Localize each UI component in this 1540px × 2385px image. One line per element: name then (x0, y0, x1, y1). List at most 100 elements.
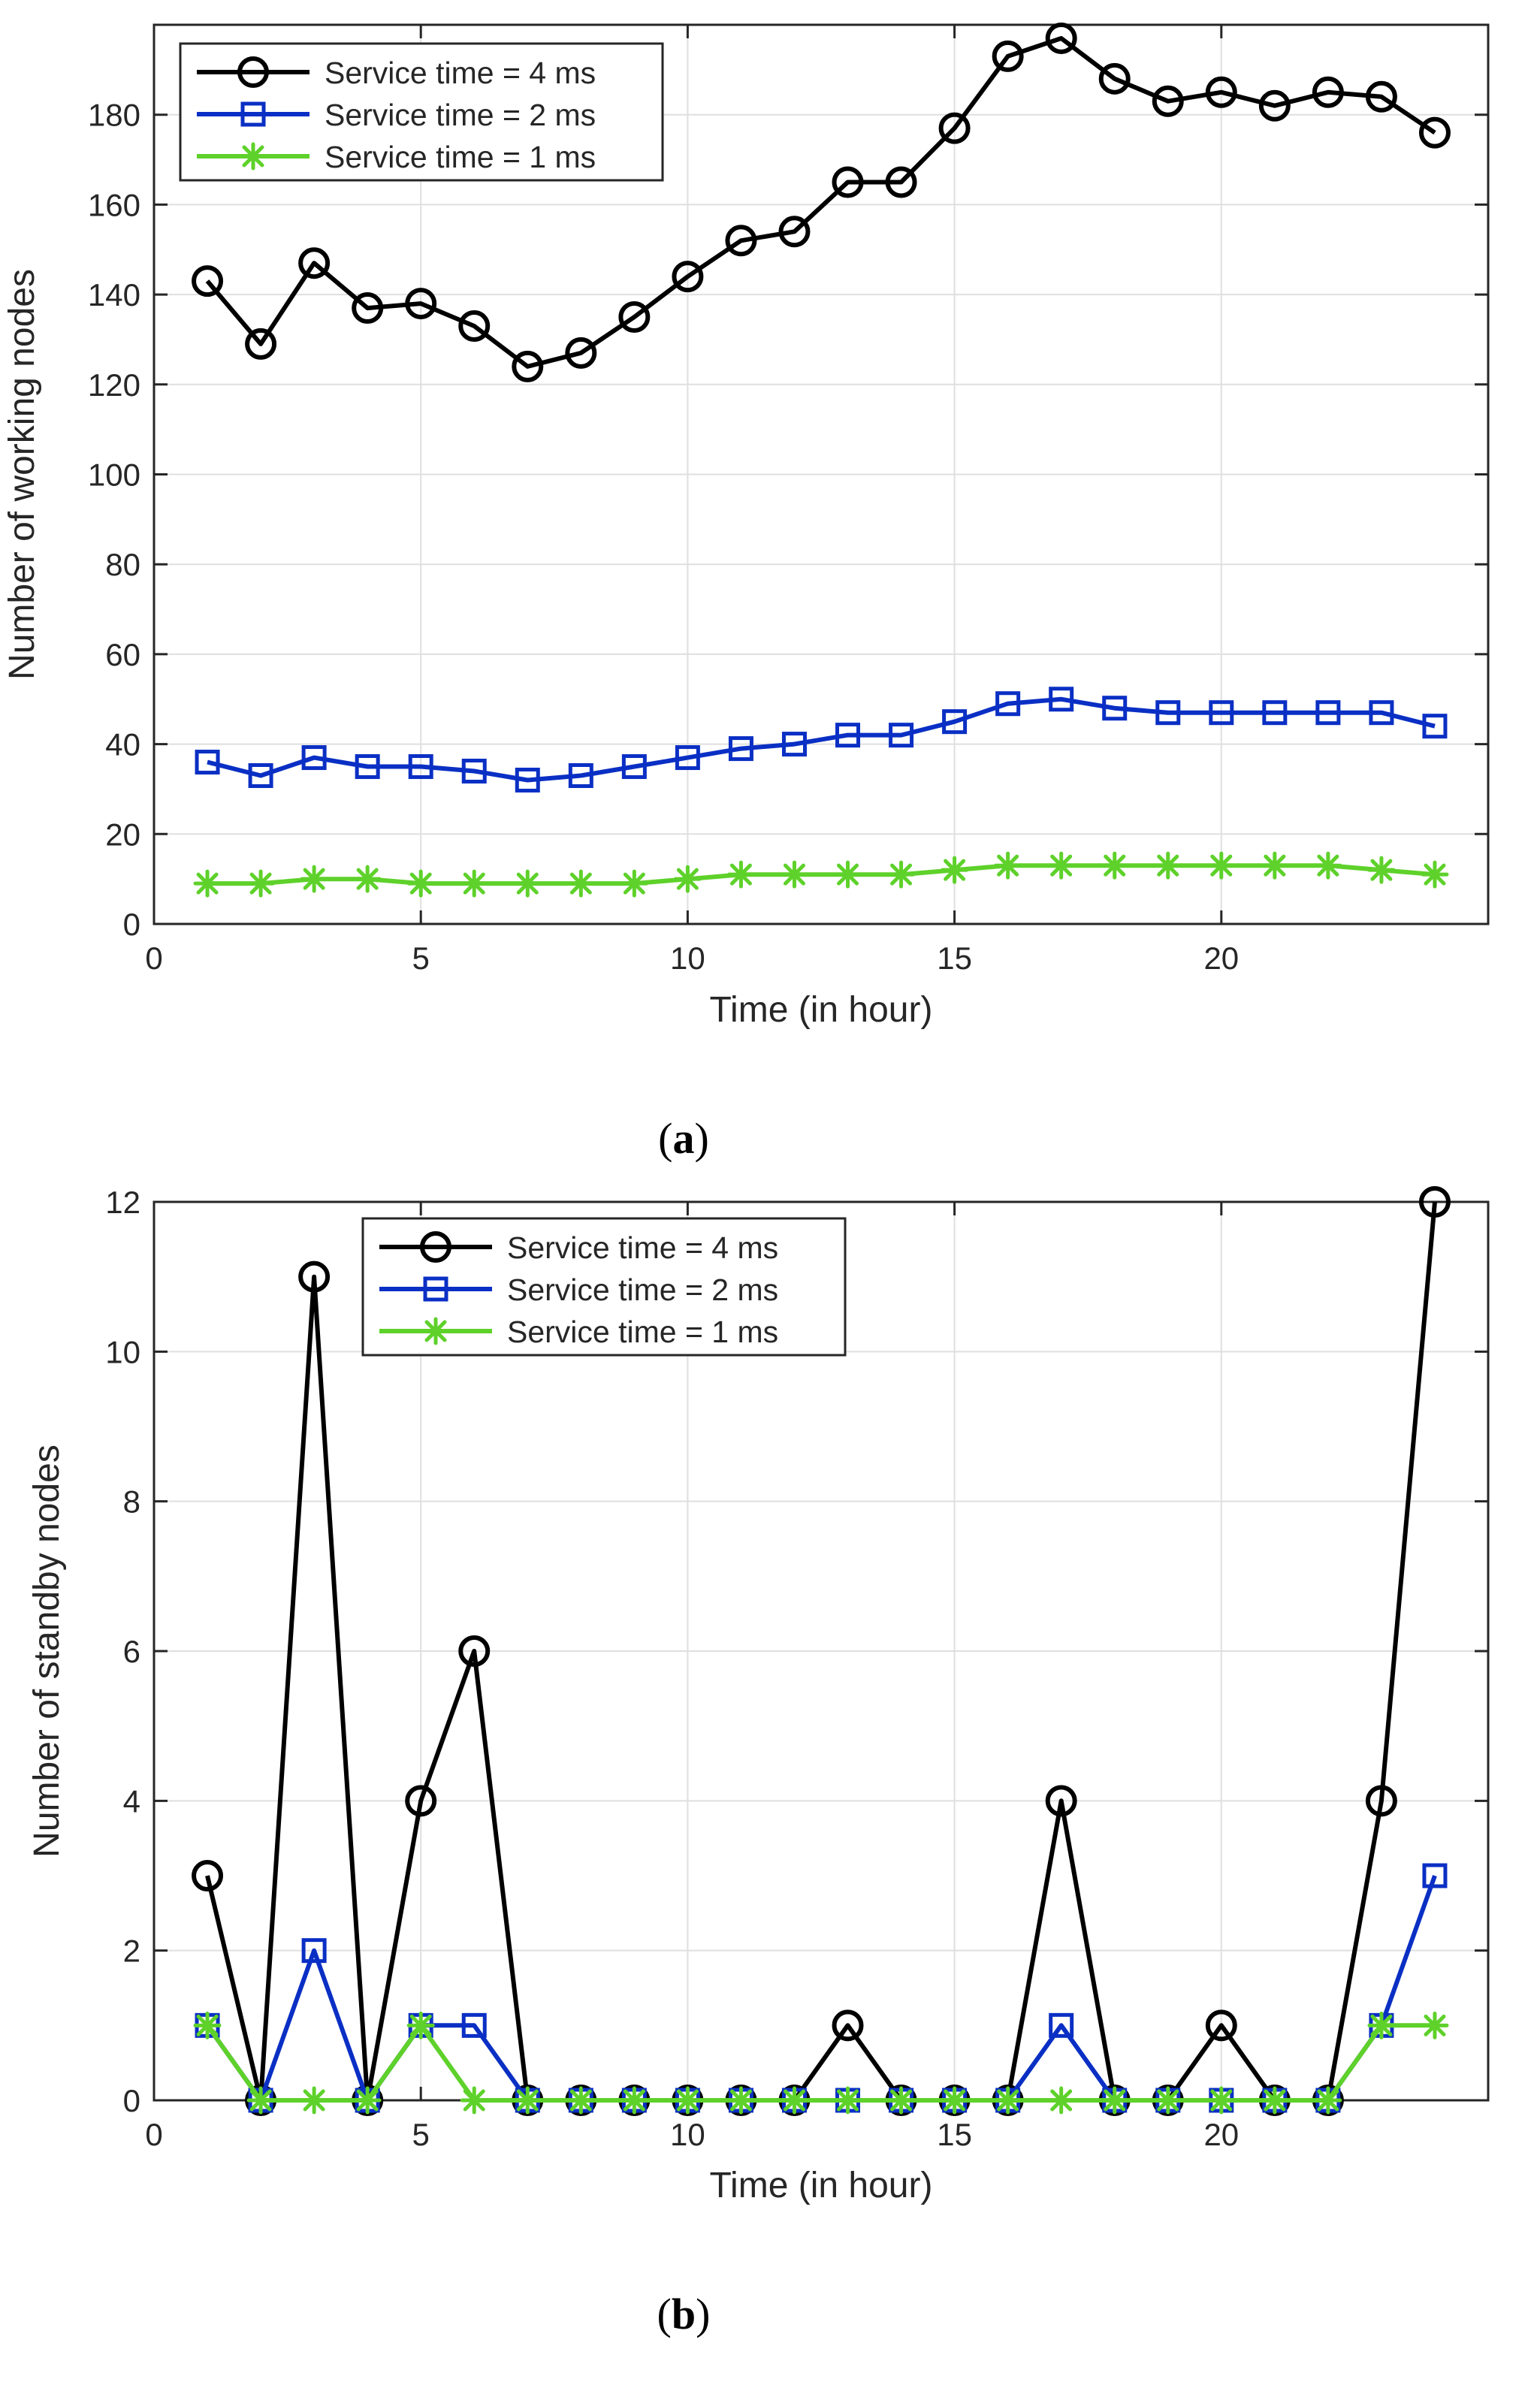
chart-panel-b: 0 5 10 15 20 0 2 4 6 8 10 12 Time (in hour) Number of… (27, 1185, 1490, 2338)
data-point (1207, 851, 1236, 880)
data-point (300, 2086, 328, 2115)
data-point (1261, 2086, 1289, 2115)
data-point (298, 247, 331, 279)
data-point (887, 860, 916, 889)
y-tick-label: 140 (88, 277, 140, 312)
y-axis-label: Number of standby nodes (27, 1445, 67, 1858)
data-point (835, 723, 861, 748)
caption-paren-open: ( (658, 1114, 672, 1163)
caption-paren-close: ) (695, 1114, 709, 1163)
data-point (408, 754, 433, 780)
data-point (405, 1785, 437, 1817)
y-tick-label: 0 (123, 907, 140, 942)
x-axis-label: Time (in hour) (710, 990, 933, 1030)
data-point (1152, 85, 1184, 117)
data-point (1102, 696, 1128, 721)
data-point (1261, 851, 1289, 880)
legend-label: Service time = 4 ms (325, 56, 596, 90)
data-point (1314, 851, 1342, 880)
y-tick-label: 40 (105, 727, 140, 762)
data-point (566, 2086, 595, 2115)
data-point (460, 2086, 488, 2115)
x-tick-label: 5 (412, 940, 430, 976)
y-tick-label: 0 (123, 2083, 140, 2118)
data-point (246, 869, 275, 898)
data-point (728, 736, 753, 762)
data-point (513, 869, 542, 898)
data-point (780, 2086, 808, 2115)
data-point (352, 292, 384, 325)
data-point (1207, 2086, 1236, 2115)
data-point (355, 754, 380, 780)
data-point (621, 754, 647, 780)
data-point (778, 216, 811, 248)
data-point (889, 723, 914, 748)
data-point (1365, 80, 1397, 113)
y-tick-label: 6 (123, 1634, 140, 1669)
caption-paren-close: ) (696, 2290, 710, 2338)
data-point (834, 2086, 862, 2115)
data-point (938, 112, 971, 144)
y-tick-label: 10 (105, 1334, 140, 1369)
data-point (568, 762, 593, 788)
data-point (353, 2086, 382, 2115)
data-point (246, 2086, 275, 2115)
data-point (673, 865, 702, 893)
data-point (1369, 700, 1394, 726)
data-point (941, 2086, 969, 2115)
data-point (353, 865, 382, 893)
data-point (248, 762, 273, 788)
data-point (1367, 856, 1396, 884)
data-point (832, 2009, 864, 2042)
data-point (1101, 851, 1129, 880)
data-point (994, 2086, 1022, 2115)
data-point (1045, 1785, 1077, 1817)
data-point (1312, 76, 1344, 108)
legend-marker (239, 142, 267, 171)
x-tick-label: 15 (937, 940, 972, 976)
data-point (245, 328, 277, 360)
series-line (205, 36, 1436, 369)
x-tick-label: 10 (670, 940, 705, 976)
legend-label: Service time = 2 ms (325, 98, 596, 132)
data-point (298, 1260, 331, 1293)
data-point (1045, 22, 1077, 54)
data-point (192, 265, 224, 297)
data-point (195, 750, 220, 775)
data-point (726, 860, 755, 889)
data-point (1422, 714, 1448, 739)
data-point (675, 745, 700, 771)
x-tick-label: 10 (670, 2117, 705, 2152)
legend-marker (420, 1231, 451, 1263)
data-point (620, 2086, 648, 2115)
data-point (942, 709, 968, 735)
y-tick-label: 180 (88, 98, 140, 133)
data-point (992, 40, 1024, 72)
data-point (781, 732, 807, 757)
x-tick-label: 0 (145, 2117, 162, 2152)
data-point (994, 851, 1022, 880)
data-point (1205, 76, 1237, 108)
data-point (193, 2011, 222, 2039)
y-tick-label: 2 (123, 1934, 140, 1969)
data-point (725, 225, 757, 257)
data-point (1205, 2009, 1237, 2042)
data-point (1154, 851, 1182, 880)
data-point (512, 350, 544, 382)
data-point (460, 869, 488, 898)
data-point (458, 1635, 491, 1667)
y-tick-label: 160 (88, 187, 140, 222)
data-point (461, 2012, 487, 2038)
y-tick-label: 120 (88, 367, 140, 403)
data-point (565, 337, 597, 369)
legend-label: Service time = 1 ms (507, 1315, 778, 1349)
legend-marker (237, 56, 269, 88)
data-point (1365, 1785, 1397, 1817)
data-point (461, 759, 487, 784)
data-point (458, 309, 491, 342)
data-point (1315, 700, 1341, 726)
x-tick-label: 0 (145, 940, 162, 976)
data-point (834, 860, 862, 889)
data-point (1049, 2012, 1074, 2038)
